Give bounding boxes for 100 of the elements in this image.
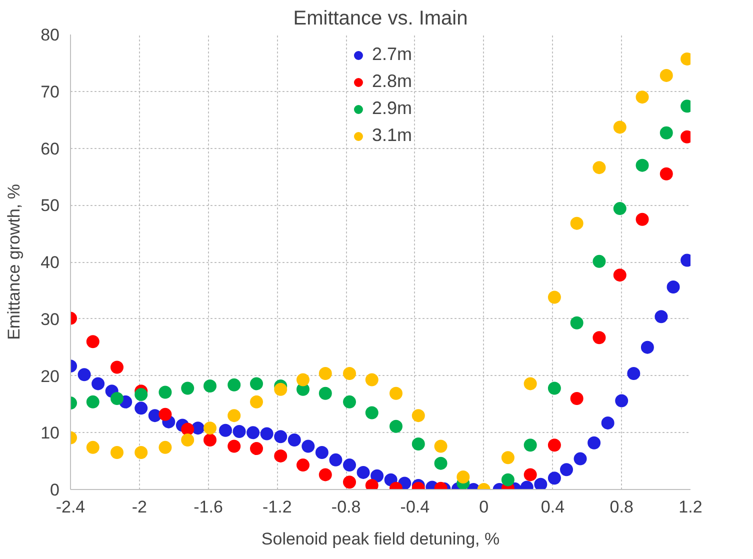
x-tick-label: 0.4 — [540, 498, 565, 516]
point — [660, 68, 673, 82]
point — [412, 438, 425, 450]
point — [636, 90, 649, 104]
point — [343, 458, 356, 472]
point — [92, 377, 105, 390]
point — [110, 446, 124, 460]
point — [274, 430, 288, 444]
point — [370, 469, 384, 482]
x-tick-label: -0.8 — [331, 498, 361, 516]
x-axis-title: Solenoid peak field detuning, % — [261, 530, 500, 548]
point — [158, 440, 172, 454]
point — [110, 360, 124, 374]
point — [318, 468, 332, 482]
point — [134, 402, 148, 415]
point — [204, 434, 216, 447]
point — [613, 120, 626, 134]
point — [343, 476, 356, 489]
point — [296, 458, 310, 472]
legend-label: 2.9m — [372, 98, 412, 119]
point — [86, 440, 100, 454]
point — [204, 422, 216, 435]
point — [343, 366, 356, 380]
y-tick-label: 40 — [40, 253, 60, 272]
point — [315, 446, 328, 460]
point — [548, 382, 561, 395]
point — [365, 406, 378, 420]
point — [148, 409, 162, 422]
point — [666, 280, 680, 294]
point — [574, 452, 587, 466]
x-tick-label: 0.8 — [610, 498, 634, 516]
point — [390, 420, 402, 433]
point — [654, 310, 668, 324]
point — [613, 202, 626, 216]
point — [274, 449, 288, 462]
point — [181, 382, 194, 395]
y-tick-label: 30 — [40, 310, 60, 329]
point — [318, 386, 332, 400]
point — [592, 161, 606, 174]
point — [134, 388, 148, 402]
x-tick-label: 1.2 — [678, 498, 702, 516]
point — [343, 395, 356, 408]
point — [390, 386, 402, 400]
point — [274, 382, 288, 396]
point — [302, 440, 315, 453]
point — [329, 453, 342, 466]
point — [560, 463, 573, 476]
point — [260, 427, 274, 440]
point — [636, 158, 649, 172]
point — [86, 395, 100, 408]
y-tick-label: 70 — [40, 82, 60, 102]
point — [627, 366, 640, 380]
point — [570, 316, 584, 330]
point — [524, 468, 537, 482]
point — [250, 377, 263, 390]
point — [232, 425, 246, 438]
chart-title: Emittance vs. Imain — [293, 8, 468, 30]
point — [601, 416, 614, 430]
point — [588, 436, 601, 450]
point — [613, 268, 626, 282]
point — [250, 442, 263, 456]
point — [456, 470, 470, 484]
point — [640, 340, 654, 354]
point — [570, 392, 584, 405]
point — [228, 409, 241, 422]
x-tick-label: -1.6 — [194, 498, 223, 516]
y-tick-label: 10 — [40, 424, 60, 443]
point — [219, 424, 232, 437]
y-tick-label: 50 — [40, 196, 60, 216]
legend-label: 2.7m — [372, 44, 412, 65]
point — [110, 392, 124, 405]
point — [204, 380, 216, 392]
point — [548, 438, 561, 452]
legend-label: 2.8m — [372, 71, 412, 92]
point — [548, 472, 561, 485]
point — [86, 335, 100, 348]
x-tick-label: -2.4 — [56, 498, 86, 516]
point — [412, 409, 425, 422]
point — [524, 377, 537, 390]
point — [615, 394, 628, 408]
x-tick-label: 0 — [479, 498, 489, 516]
point — [181, 422, 194, 436]
point — [501, 451, 514, 464]
point — [228, 378, 241, 392]
point — [501, 473, 514, 486]
x-tick-label: -0.4 — [400, 498, 430, 516]
point — [288, 434, 301, 447]
y-tick-label: 0 — [50, 480, 60, 500]
point — [228, 440, 241, 453]
x-tick-label: -1.2 — [262, 498, 292, 516]
point — [592, 331, 606, 344]
point — [660, 126, 673, 140]
point — [548, 290, 561, 304]
point — [570, 216, 584, 230]
y-tick-label: 20 — [40, 366, 60, 386]
point — [78, 368, 91, 382]
point — [158, 386, 172, 399]
point — [296, 373, 310, 386]
legend-label: 3.1m — [372, 125, 412, 146]
point — [365, 373, 378, 386]
